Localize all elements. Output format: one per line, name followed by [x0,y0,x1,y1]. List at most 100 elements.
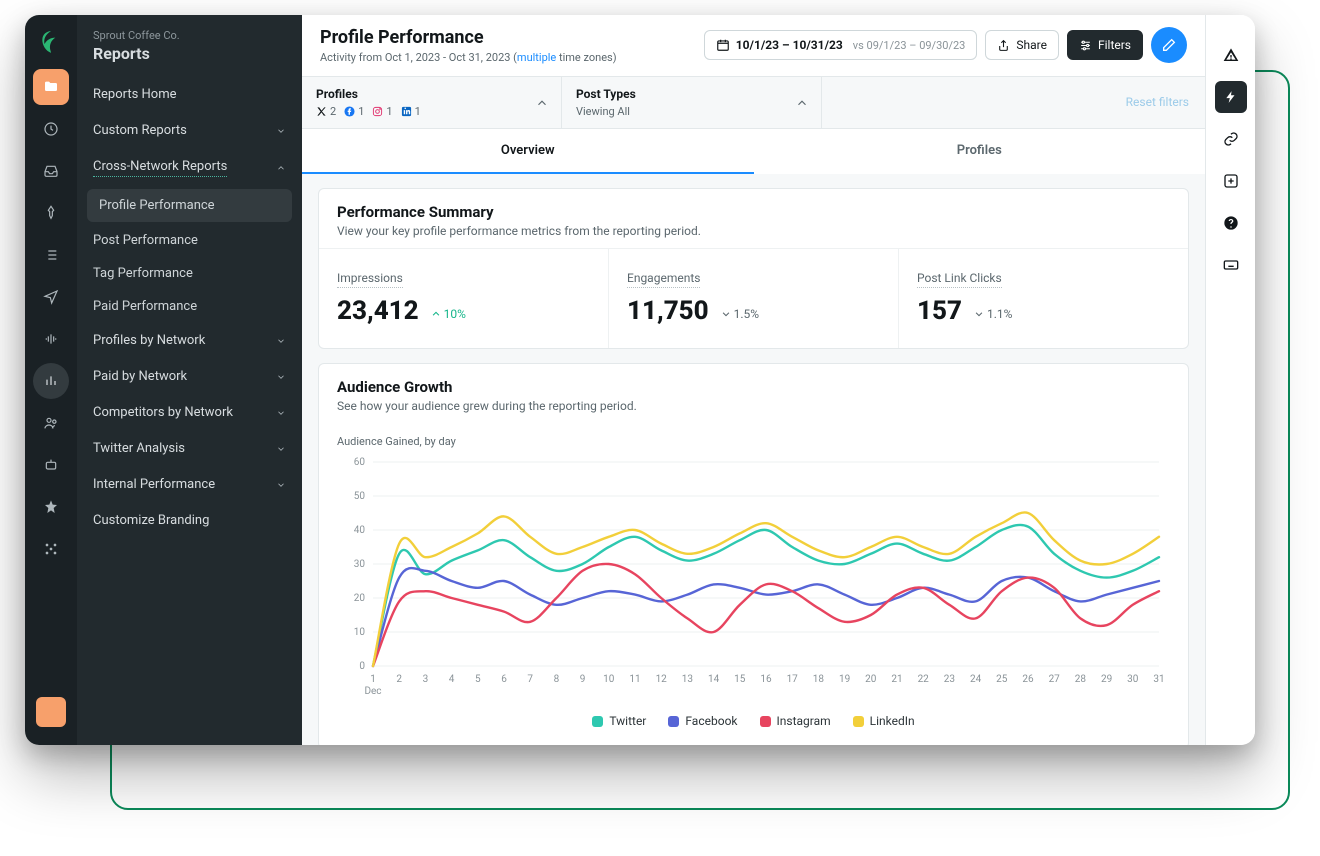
sidebar-item-internal[interactable]: Internal Performance [77,467,302,503]
filters-button[interactable]: Filters [1067,30,1143,60]
sidebar-item-competitors[interactable]: Competitors by Network [77,395,302,431]
sidebar-item-label: Post Performance [93,233,198,248]
svg-text:6: 6 [501,674,507,685]
rail-item-compass[interactable] [33,111,69,147]
card-title: Performance Summary [337,203,1170,221]
arrow-down-icon [974,309,984,319]
sidebar-item-branding[interactable]: Customize Branding [77,503,302,539]
svg-text:29: 29 [1101,674,1112,685]
sidebar-item-reports-home[interactable]: Reports Home [77,77,302,113]
facebook-icon [344,106,355,117]
rrail-help[interactable] [1215,207,1247,239]
tabs: Overview Profiles [302,129,1205,174]
svg-text:16: 16 [760,674,772,685]
metric-value: 23,412 [337,296,419,326]
sidebar-item-label: Paid Performance [93,299,197,314]
page-subtitle: Activity from Oct 1, 2023 - Oct 31, 2023… [320,51,617,64]
filter-post-types[interactable]: Post Types Viewing All [562,77,822,128]
sidebar-item-paid-by-net[interactable]: Paid by Network [77,359,302,395]
metrics-row: Impressions 23,412 10%Engagements 11,750… [319,248,1188,348]
svg-text:4: 4 [449,674,455,685]
sidebar-item-profile-perf[interactable]: Profile Performance [87,189,292,222]
date-range-button[interactable]: 10/1/23 – 10/31/23 vs 09/1/23 – 09/30/23 [704,30,978,60]
linkedin-icon [401,106,412,117]
sidebar-item-tag-perf[interactable]: Tag Performance [77,257,302,290]
sidebar-item-paid-perf[interactable]: Paid Performance [77,290,302,323]
svg-text:3: 3 [423,674,429,685]
sidebar-item-label: Paid by Network [93,369,187,385]
rail-item-people[interactable] [33,405,69,441]
filter-value: Viewing All [576,105,807,118]
legend-label: LinkedIn [870,714,915,728]
rrail-add[interactable] [1215,165,1247,197]
tab-profiles[interactable]: Profiles [754,129,1206,174]
sidebar-item-twitter[interactable]: Twitter Analysis [77,431,302,467]
rail-item-chart[interactable] [33,363,69,399]
compose-button[interactable] [1151,27,1187,63]
svg-text:20: 20 [354,593,366,604]
sprout-logo-icon [38,29,64,55]
rail-item-nodes[interactable] [33,531,69,567]
sidebar-item-post-perf[interactable]: Post Performance [77,224,302,257]
filter-label: Profiles [316,87,547,101]
svg-text:9: 9 [580,674,586,685]
metric-delta: 10% [431,307,466,321]
metric-value: 11,750 [627,296,709,326]
sidebar-item-label: Internal Performance [93,477,215,493]
rrail-bolt[interactable] [1215,81,1247,113]
rail-item-send[interactable] [33,279,69,315]
svg-text:1: 1 [370,674,376,685]
page-header: Profile Performance Activity from Oct 1,… [302,15,1205,77]
plus-square-icon [1223,173,1239,189]
rail-item-audio[interactable] [33,321,69,357]
rail-item-pin[interactable] [33,195,69,231]
share-icon [997,39,1010,52]
rail-item-inbox[interactable] [33,153,69,189]
sidebar-item-cross-network[interactable]: Cross-Network Reports [77,149,302,187]
section-title: Reports [77,42,302,77]
content-scroll[interactable]: Performance Summary View your key profil… [302,174,1205,745]
arrow-up-icon [431,309,441,319]
filter-profiles[interactable]: Profiles 2 1 1 1 [302,77,562,128]
rrail-link[interactable] [1215,123,1247,155]
company-name: Sprout Coffee Co. [77,29,302,42]
svg-text:21: 21 [891,674,902,685]
timezone-link[interactable]: multiple [517,51,556,64]
arrow-down-icon [721,309,731,319]
audience-chart: 0102030405060123456789101112131415161718… [337,454,1167,704]
rail-item-star[interactable] [33,489,69,525]
sidebar-item-custom-reports[interactable]: Custom Reports [77,113,302,149]
sidebar-item-label: Tag Performance [93,266,193,281]
chevron-down-icon [276,126,286,136]
metric-engagements: Engagements 11,750 1.5% [609,249,899,348]
profile-counts: 2 1 1 1 [316,105,547,118]
help-icon [1223,215,1239,231]
svg-text:10: 10 [354,627,366,638]
sidebar-item-label: Profile Performance [99,198,215,213]
rail-item-list[interactable] [33,237,69,273]
main-area: Profile Performance Activity from Oct 1,… [302,15,1205,745]
chevron-down-icon [276,336,286,346]
share-label: Share [1016,38,1047,52]
rail-item-folder[interactable] [33,69,69,105]
sidebar-item-label: Customize Branding [93,513,209,529]
sidebar-item-label: Profiles by Network [93,333,205,349]
calendar-icon [716,38,730,52]
metric-post-link-clicks: Post Link Clicks 157 1.1% [899,249,1188,348]
rrail-keyboard[interactable] [1215,249,1247,281]
sidebar-item-profiles-by-net[interactable]: Profiles by Network [77,323,302,359]
tab-overview[interactable]: Overview [302,129,754,174]
instagram-icon [372,106,383,117]
svg-text:27: 27 [1049,674,1061,685]
share-button[interactable]: Share [985,30,1059,60]
svg-text:2: 2 [396,674,402,685]
date-compare: vs 09/1/23 – 09/30/23 [853,39,966,52]
rail-avatar[interactable] [36,697,66,727]
rail-item-bot[interactable] [33,447,69,483]
svg-text:40: 40 [354,525,366,536]
alert-icon [1223,47,1239,63]
rrail-alert[interactable] [1215,39,1247,71]
svg-text:22: 22 [918,674,930,685]
reset-filters-link[interactable]: Reset filters [1126,77,1205,128]
svg-text:12: 12 [656,674,668,685]
